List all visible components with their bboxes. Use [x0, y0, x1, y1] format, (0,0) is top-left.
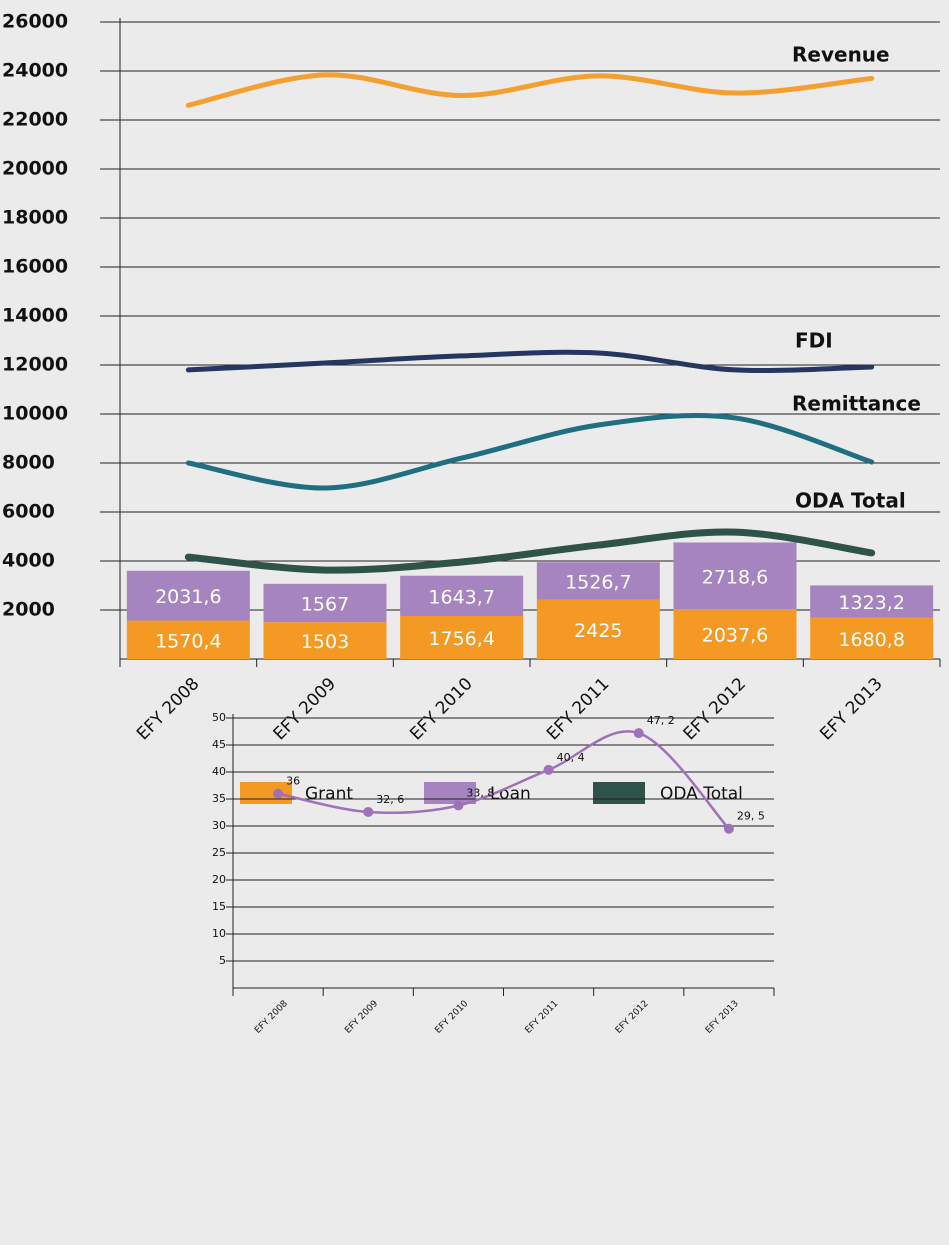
bar-segment — [400, 615, 524, 659]
y-tick-label: 14000 — [2, 305, 68, 327]
point — [633, 728, 644, 739]
y-tick-label: 25 — [212, 846, 226, 859]
point — [543, 764, 554, 775]
bar-segment — [673, 609, 797, 659]
line-series — [185, 349, 875, 374]
data-label: 1323,2 — [838, 592, 904, 614]
data-label: 1526,7 — [565, 571, 631, 593]
point — [363, 806, 374, 817]
data-label: 1756,4 — [428, 628, 494, 650]
y-tick-label: 4000 — [2, 550, 55, 572]
y-tick-label: 12000 — [2, 354, 68, 376]
data-label: 2031,6 — [155, 586, 221, 608]
data-label: 2718,6 — [702, 566, 768, 588]
y-tick-label: 35 — [212, 792, 226, 805]
y-tick-label: 20 — [212, 873, 226, 886]
y-tick-label: 30 — [212, 819, 226, 832]
y-tick-label: 6000 — [2, 501, 55, 523]
y-tick-label: 5 — [219, 954, 226, 967]
bar-segment — [263, 622, 387, 659]
legend-swatch — [593, 782, 645, 804]
y-tick-label: 10 — [212, 927, 226, 940]
y-tick-label: 10000 — [2, 403, 68, 425]
line-series — [185, 412, 875, 491]
point — [723, 823, 734, 834]
y-tick-label: 20000 — [2, 158, 68, 180]
y-tick-label: 26000 — [2, 11, 68, 33]
data-label: 33, 8 — [466, 786, 494, 799]
bar-segment — [810, 585, 934, 618]
y-tick-label: 45 — [212, 738, 226, 751]
y-tick-label: 2000 — [2, 599, 55, 621]
data-label: 47, 2 — [647, 714, 675, 727]
data-label: 40, 4 — [557, 751, 585, 764]
bar-segment — [536, 562, 660, 600]
data-label: 1680,8 — [838, 629, 904, 651]
bar-segment — [536, 599, 660, 659]
line-label: ODA Total — [795, 489, 906, 513]
y-tick-label: 22000 — [2, 109, 68, 131]
bar-segment — [400, 575, 524, 616]
data-label: 2425 — [574, 620, 622, 642]
line-series — [184, 528, 876, 574]
line-label: FDI — [795, 329, 833, 353]
line-series — [185, 72, 875, 108]
legend-swatch — [240, 782, 292, 804]
data-label: 32, 6 — [376, 793, 404, 806]
bar-segment — [263, 583, 387, 623]
data-label: 1643,7 — [428, 586, 494, 608]
y-tick-label: 50 — [212, 711, 226, 724]
bar-segment — [126, 570, 250, 621]
y-tick-label: 16000 — [2, 256, 68, 278]
data-label: 2037,6 — [702, 625, 768, 647]
bar-segment — [673, 542, 797, 610]
line-label: Revenue — [792, 43, 890, 67]
data-label: 1503 — [301, 631, 349, 653]
data-label: 1567 — [301, 593, 349, 615]
data-label: 36 — [286, 775, 300, 788]
bar-segment — [126, 620, 250, 659]
y-tick-label: 18000 — [2, 207, 68, 229]
bar-segment — [810, 617, 934, 659]
y-tick-label: 40 — [212, 765, 226, 778]
y-tick-label: 8000 — [2, 452, 55, 474]
line-label: Remittance — [792, 392, 921, 416]
data-label: 1570,4 — [155, 630, 221, 652]
data-label: 29, 5 — [737, 810, 765, 823]
y-tick-label: 15 — [212, 900, 226, 913]
y-tick-label: 24000 — [2, 60, 68, 82]
point — [453, 800, 464, 811]
point — [273, 788, 284, 799]
